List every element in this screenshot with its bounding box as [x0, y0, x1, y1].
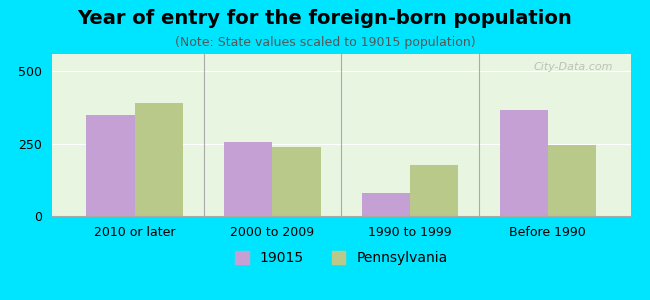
Text: (Note: State values scaled to 19015 population): (Note: State values scaled to 19015 popu…	[175, 36, 475, 49]
Text: City-Data.com: City-Data.com	[534, 62, 613, 72]
Bar	[500, 110, 548, 216]
Bar	[410, 165, 458, 216]
Bar	[548, 145, 596, 216]
Legend: 19015, Pennsylvania: 19015, Pennsylvania	[229, 245, 454, 271]
Bar	[362, 193, 410, 216]
Text: Year of entry for the foreign-born population: Year of entry for the foreign-born popul…	[77, 9, 573, 28]
Bar	[86, 115, 135, 216]
Bar	[135, 103, 183, 216]
Bar	[272, 147, 320, 216]
Bar	[224, 142, 272, 216]
